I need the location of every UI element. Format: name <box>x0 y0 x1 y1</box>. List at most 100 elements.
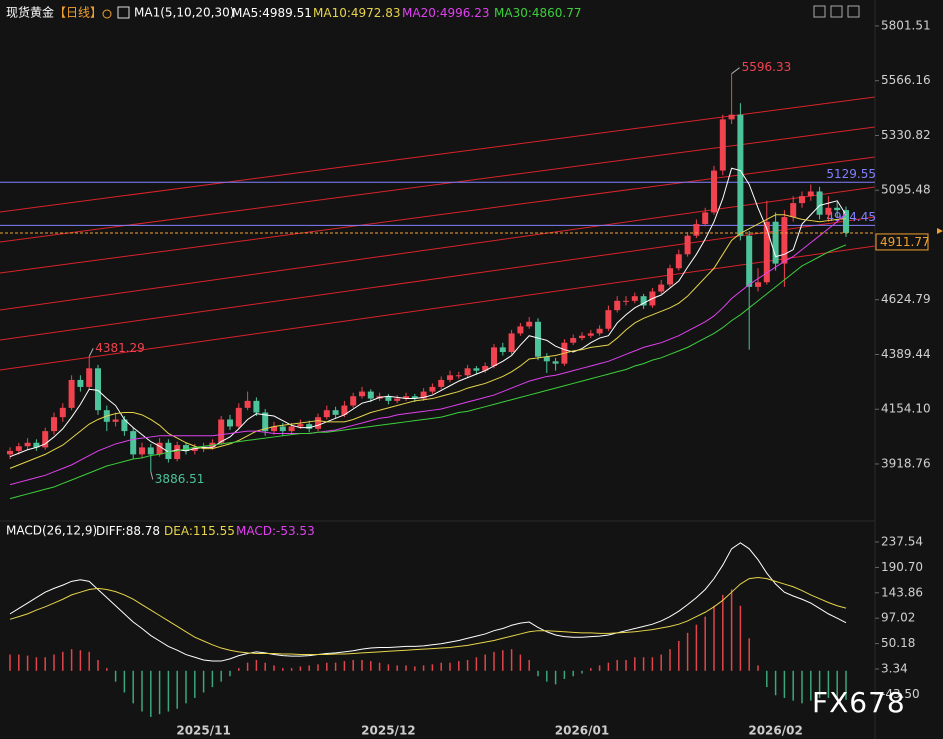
candle-body <box>253 400 260 413</box>
candle-body <box>130 431 137 455</box>
legend-entry: MACD:-53.53 <box>236 524 315 538</box>
toolbar <box>813 5 860 18</box>
candle-body <box>772 221 779 264</box>
legend-name: MA5: <box>232 6 262 20</box>
y-tick-label: 4389.44 <box>881 347 931 361</box>
y-tick-label: 5566.16 <box>881 73 931 87</box>
tool-icon[interactable] <box>847 5 860 18</box>
annotation-pointer <box>731 67 740 75</box>
candle-body <box>605 310 612 329</box>
candle-body <box>675 254 682 269</box>
trend-line <box>0 126 876 243</box>
legend-value: 4989.51 <box>262 6 312 20</box>
legend-value: 88.78 <box>126 524 160 538</box>
y-tick-label: 4154.10 <box>881 402 931 416</box>
candle-body <box>191 447 198 451</box>
legend-value: 4860.77 <box>532 6 582 20</box>
candle-body <box>95 368 101 411</box>
ma-line <box>9 167 847 458</box>
candle-body <box>719 119 726 171</box>
candle-body <box>570 338 577 343</box>
tool-icon[interactable] <box>830 5 843 18</box>
watermark: FX678 <box>812 686 906 719</box>
extreme-label: 3886.51 <box>155 472 205 486</box>
candle-body <box>7 450 13 455</box>
legend-name: DEA: <box>164 524 193 538</box>
candle-body <box>508 333 515 353</box>
candle-body <box>763 221 770 283</box>
legend-name: MA20: <box>402 6 440 20</box>
candle-body <box>596 328 603 334</box>
candle-body <box>279 426 286 432</box>
candle-body <box>702 212 709 225</box>
ma-line <box>9 244 847 500</box>
candle-body <box>755 282 761 287</box>
candle-body <box>367 391 374 399</box>
candle-body <box>244 400 251 408</box>
candle-body <box>147 447 154 455</box>
legend-name: MA30: <box>494 6 532 20</box>
period-icon[interactable] <box>102 9 112 19</box>
legend-value: 4996.23 <box>440 6 490 20</box>
legend-name: MACD: <box>236 524 276 538</box>
last-price-box <box>875 233 929 251</box>
candle-body <box>165 442 172 460</box>
trend-lines <box>0 96 876 371</box>
candle-body <box>262 412 269 432</box>
candle-body <box>667 268 673 285</box>
legend-entry: MA5:4989.51 <box>232 6 312 20</box>
tool-icon[interactable] <box>813 5 826 18</box>
candle-body <box>543 356 550 362</box>
period[interactable]: 【日线】 <box>54 6 102 20</box>
candle-body <box>746 235 753 287</box>
candle-body <box>614 300 621 311</box>
candle-body <box>323 410 330 418</box>
trend-line <box>0 245 876 371</box>
candle-body <box>499 347 506 353</box>
candle-body <box>728 114 735 120</box>
indicator[interactable]: MA1(5,10,20,30) <box>134 6 234 20</box>
legend-entry: MA30:4860.77 <box>494 6 582 20</box>
candle-body <box>843 210 849 233</box>
horizontal-line-label: 5129.55 <box>826 167 876 181</box>
candle-body <box>799 196 805 204</box>
y-tick-label: 5330.82 <box>881 128 931 142</box>
x-tick-label: 2025/12 <box>361 724 415 738</box>
y-tick-label: 143.86 <box>881 585 923 599</box>
candle-body <box>517 326 524 334</box>
candle-body <box>623 300 629 302</box>
extreme-label: 4381.29 <box>95 341 145 355</box>
candle-body <box>693 224 700 236</box>
macd-line <box>9 542 847 662</box>
trend-line <box>0 186 876 311</box>
legend-entry: MA20:4996.23 <box>402 6 490 20</box>
candle-body <box>491 347 497 366</box>
y-tick-label: 3918.76 <box>881 456 931 470</box>
candle-body <box>24 442 31 447</box>
candle-body <box>790 203 797 218</box>
horizontal-line-label: 4944.45 <box>826 210 876 224</box>
indicator-icon[interactable] <box>117 6 130 19</box>
candle-body <box>394 398 401 401</box>
candle-body <box>359 391 365 397</box>
candle-body <box>51 417 57 432</box>
x-tick-label: 2026/02 <box>748 724 802 738</box>
y-tick-label: 237.54 <box>881 535 923 549</box>
candle-body <box>15 446 22 451</box>
candle-body <box>86 368 93 387</box>
legend-entry: MA10:4972.83 <box>313 6 401 20</box>
candle-body <box>218 419 225 443</box>
candle-body <box>825 207 832 215</box>
candle-body <box>385 396 392 401</box>
candle-body <box>464 368 471 376</box>
y-tick-label: 97.02 <box>881 611 915 625</box>
candle-body <box>315 417 321 429</box>
y-tick-label: 3.34 <box>881 662 908 676</box>
candle-body <box>139 447 145 455</box>
last-price-label: 4911.77 <box>880 235 930 249</box>
candle-body <box>420 391 427 399</box>
instrument-title: 现货黄金 <box>6 5 54 20</box>
candle-body <box>288 426 295 432</box>
candle-body <box>640 296 647 306</box>
candle-body <box>33 442 40 448</box>
